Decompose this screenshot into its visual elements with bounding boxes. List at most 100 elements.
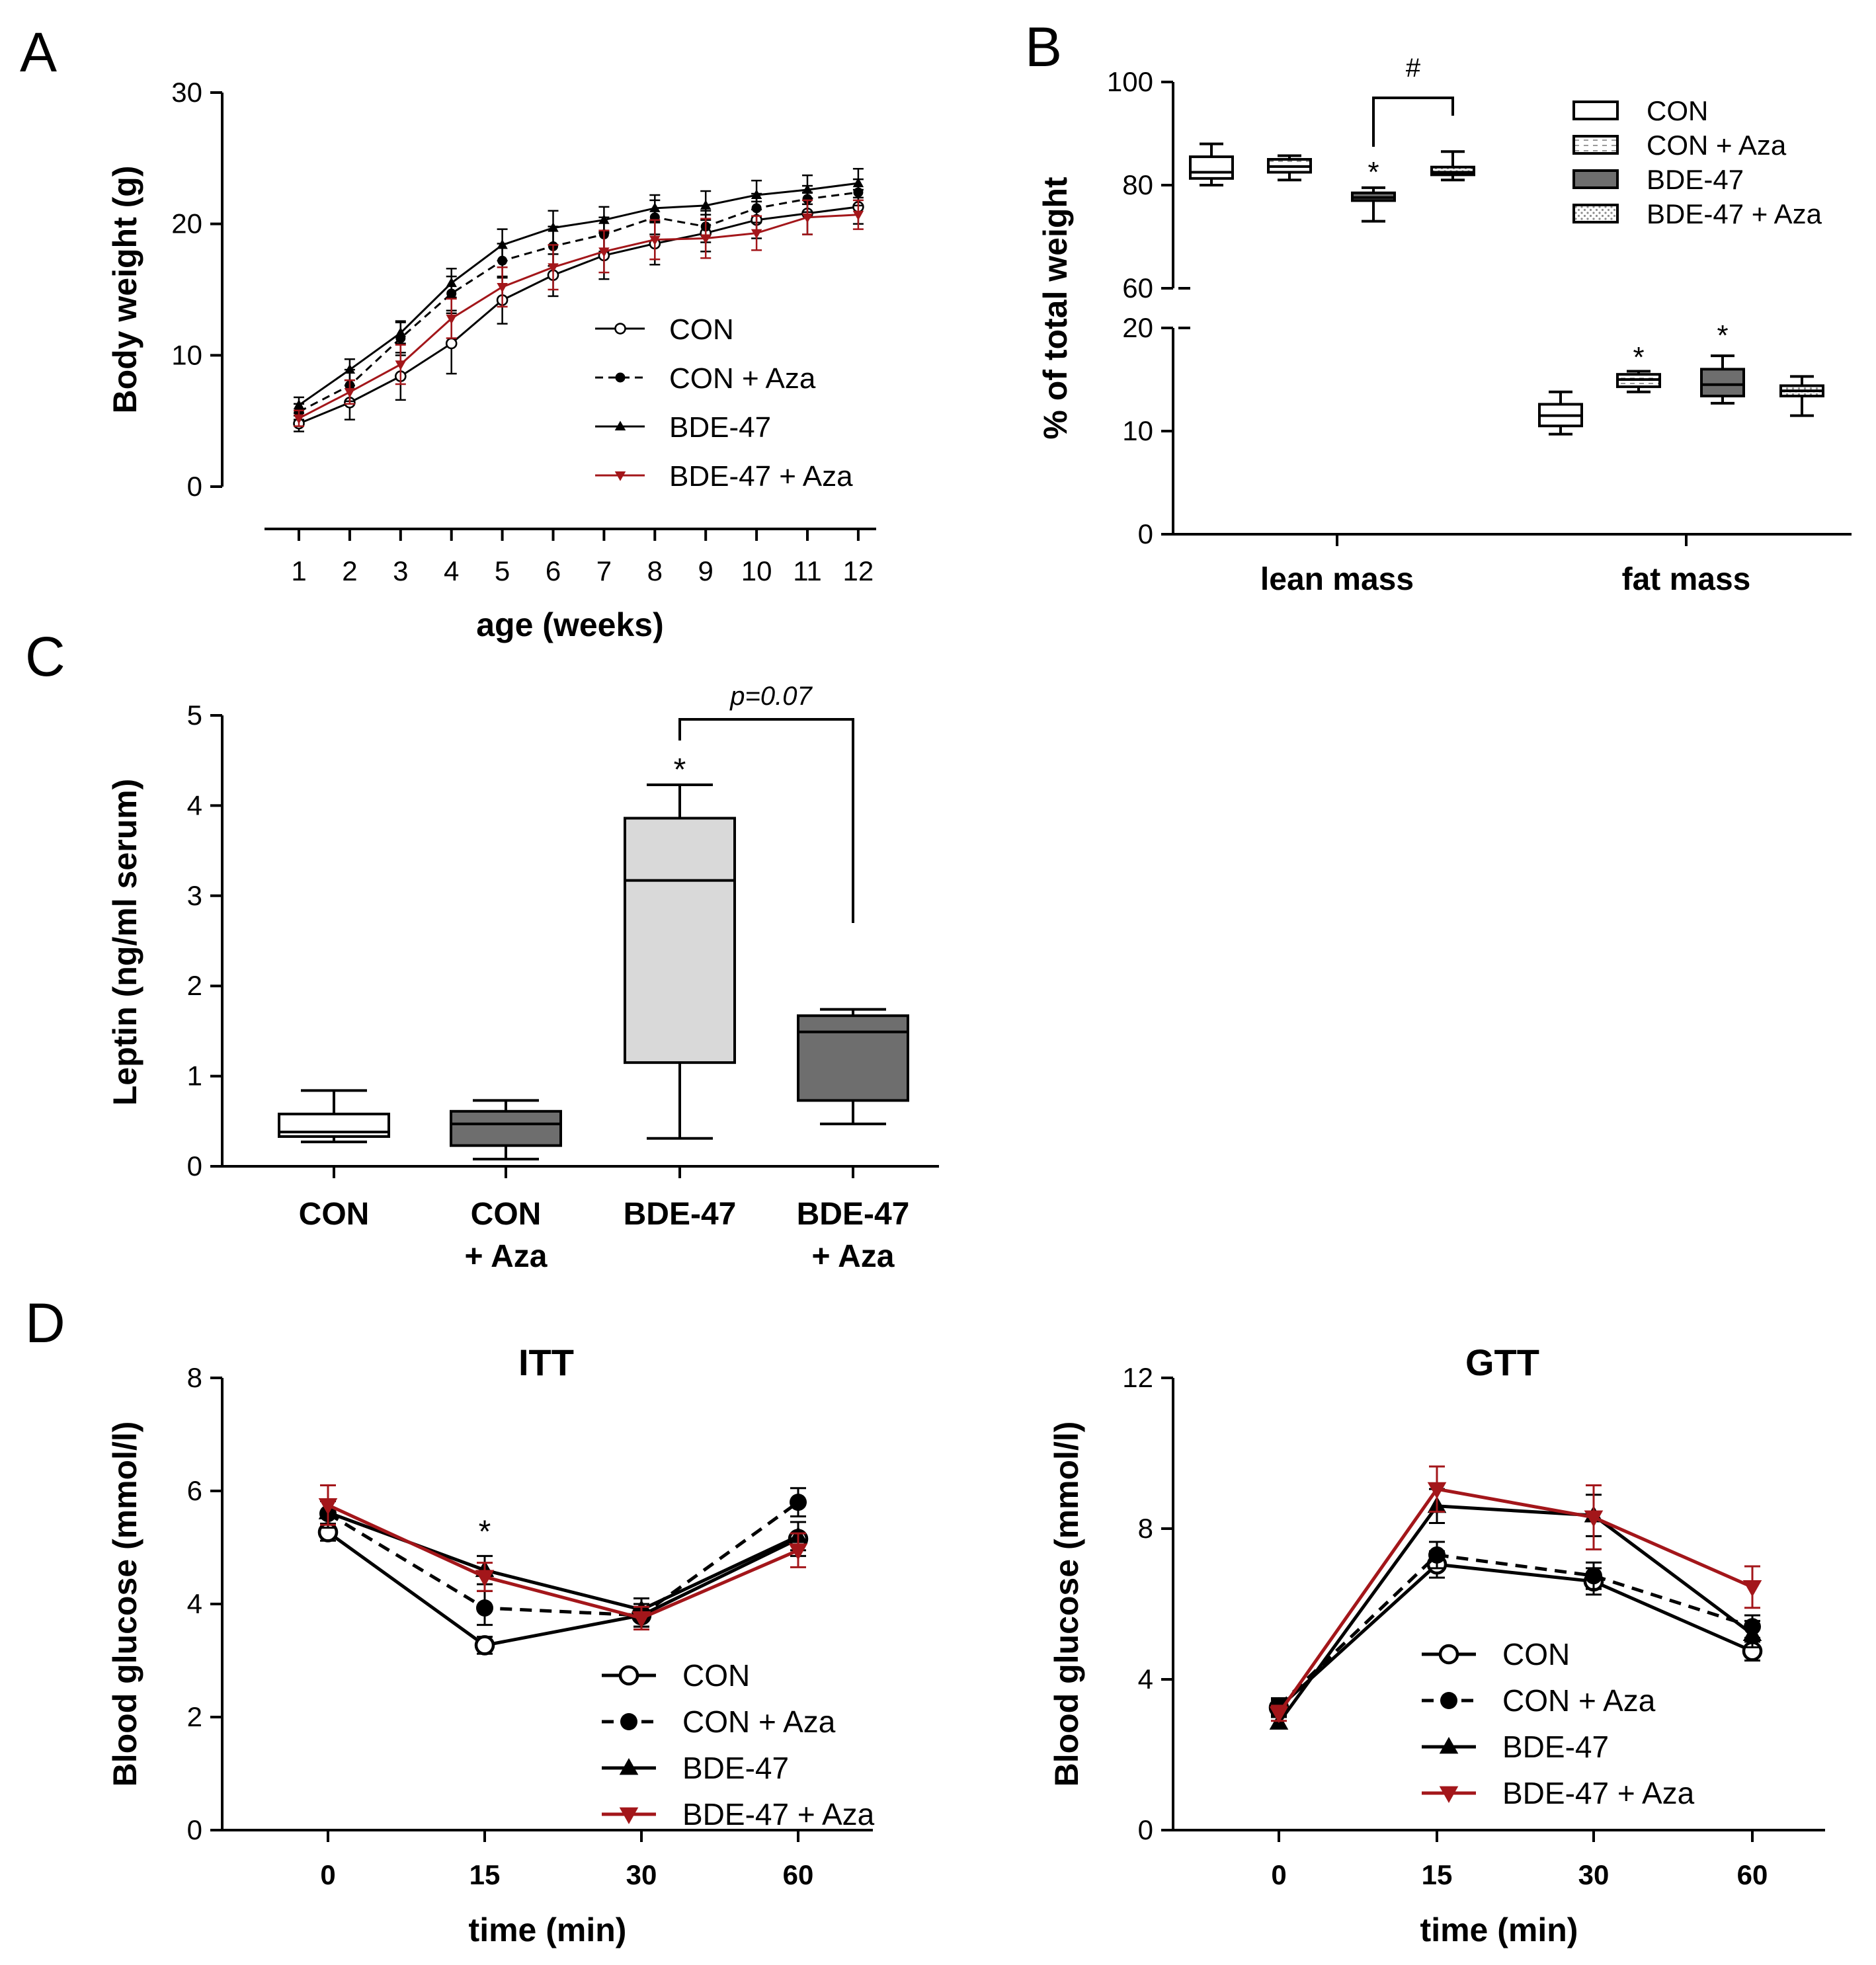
point-bde-47-aza bbox=[1427, 1482, 1447, 1500]
point-bde-47-aza bbox=[1584, 1510, 1604, 1527]
point-bde-47 bbox=[395, 327, 407, 337]
point-bde-47-aza bbox=[852, 210, 864, 221]
y-tick-label: 4 bbox=[187, 789, 202, 821]
significance-star: * bbox=[479, 1515, 491, 1550]
series-line-bde-47 bbox=[298, 182, 859, 407]
point-bde-47 bbox=[548, 222, 559, 232]
significance-bracket bbox=[1372, 97, 1454, 147]
point-bde-47-aza bbox=[446, 314, 457, 325]
point-bde-47 bbox=[598, 214, 610, 224]
legend-label-con: CON bbox=[682, 1658, 750, 1693]
y-tick-label: 80 bbox=[1122, 169, 1153, 200]
legend-label-bde-47-aza: BDE-47 + Aza bbox=[669, 460, 853, 493]
y-tick-label: 4 bbox=[187, 1588, 202, 1619]
point-bde-47-aza bbox=[632, 1611, 651, 1628]
panel-c-leptin-chart: 0 1 2 3 4 5 Leptin (ng/ml serum) CON CON + Aza BDE… bbox=[106, 682, 939, 1274]
legend-label-bde-47-aza: BDE-47 + Aza bbox=[1647, 198, 1822, 229]
x-tick-label: 5 bbox=[495, 555, 510, 586]
series-line-bde-47 bbox=[1277, 1504, 1754, 1724]
series-line-con bbox=[327, 1531, 799, 1648]
y-tick-label: 20 bbox=[171, 208, 202, 239]
y-tick-label: 3 bbox=[187, 880, 202, 911]
y-axis-title: Blood glucose (mmol/l) bbox=[106, 1422, 143, 1787]
legend-marker-con-aza bbox=[615, 372, 626, 383]
x-tick-label: 0 bbox=[320, 1859, 335, 1890]
x-tick-label: 8 bbox=[647, 555, 663, 586]
p-value-label: p=0.07 bbox=[729, 682, 813, 711]
x-axis-title: age (weeks) bbox=[476, 606, 663, 643]
y-tick-label: 2 bbox=[187, 970, 202, 1001]
x-tick-label: 2 bbox=[342, 555, 357, 586]
panel-b-body-composition-chart: 0 10 20 60 80 100 % of total weight lean mass fa… bbox=[1037, 54, 1852, 597]
x-tick-label: 3 bbox=[393, 555, 408, 586]
significance-star: * bbox=[1633, 341, 1644, 374]
y-tick-label: 8 bbox=[1138, 1513, 1153, 1544]
y-tick-label: 12 bbox=[1122, 1362, 1153, 1393]
significance-star: * bbox=[1367, 156, 1379, 188]
box-bde-47-aza bbox=[797, 1014, 909, 1102]
legend-label-con-aza: CON + Aza bbox=[1647, 130, 1787, 161]
point-bde-47-aza bbox=[318, 1498, 338, 1515]
x-tick-label: 60 bbox=[783, 1859, 814, 1890]
legend-label-con-aza: CON + Aza bbox=[682, 1704, 836, 1739]
point-bde-47-aza bbox=[649, 235, 661, 246]
series-line-bde-47-aza bbox=[298, 214, 858, 420]
legend-swatch-bde-47-aza bbox=[1572, 204, 1619, 223]
box-con-aza bbox=[450, 1109, 562, 1147]
y-axis-title: % of total weight bbox=[1037, 177, 1074, 440]
point-bde-47-aza bbox=[497, 283, 508, 293]
y-tick-label: 4 bbox=[1138, 1664, 1153, 1695]
point-con bbox=[474, 1635, 495, 1656]
point-bde-47-aza bbox=[293, 414, 305, 424]
series-line-bde-47-aza bbox=[327, 1504, 799, 1621]
legend-swatch-con bbox=[1572, 100, 1619, 120]
point-bde-47-aza bbox=[1742, 1580, 1762, 1597]
point-bde-47-aza bbox=[751, 229, 762, 239]
point-bde-47 bbox=[497, 239, 508, 249]
y-tick-label: 100 bbox=[1107, 66, 1153, 97]
panel-letter-a: A bbox=[20, 21, 57, 83]
point-bde-47 bbox=[293, 399, 305, 409]
significance-star: * bbox=[674, 752, 686, 787]
legend-label-con: CON bbox=[1502, 1637, 1570, 1671]
point-con-aza bbox=[476, 1599, 493, 1617]
x-tick-label: 30 bbox=[1578, 1859, 1610, 1890]
legend-label-bde-47: BDE-47 bbox=[669, 411, 771, 444]
y-tick-label: 0 bbox=[1138, 518, 1153, 549]
y-tick-label: 5 bbox=[187, 700, 202, 731]
x-tick-label: 4 bbox=[444, 555, 459, 586]
x-category-label-line1: CON bbox=[299, 1197, 370, 1232]
legend-marker-con-aza bbox=[620, 1713, 637, 1730]
y-axis-title: Leptin (ng/ml serum) bbox=[106, 779, 143, 1105]
box-bde-47 bbox=[624, 817, 736, 1064]
x-tick-label: 12 bbox=[843, 555, 874, 586]
significance-bracket bbox=[678, 718, 854, 923]
legend-swatch-bde-47 bbox=[1572, 169, 1619, 189]
panel-letter-d: D bbox=[25, 1292, 65, 1354]
y-tick-label: 0 bbox=[187, 471, 202, 502]
panel-d-gtt-chart: 0 4 8 12 0 15 30 60 time (min) Blood glucose (mmo… bbox=[1048, 1342, 1825, 1948]
point-bde-47-aza bbox=[475, 1570, 495, 1587]
legend-label-con-aza: CON + Aza bbox=[1502, 1683, 1656, 1718]
legend-marker-con bbox=[1438, 1644, 1459, 1665]
chart-title: GTT bbox=[1465, 1342, 1539, 1383]
x-category-label-line2: + Aza bbox=[812, 1239, 895, 1274]
x-tick-label: 30 bbox=[626, 1859, 657, 1890]
series-line-bde-47-aza bbox=[1277, 1487, 1754, 1714]
point-con-aza bbox=[790, 1494, 807, 1511]
x-category-label-line1: BDE-47 bbox=[797, 1197, 910, 1232]
legend-label-con-aza: CON + Aza bbox=[669, 362, 816, 395]
point-bde-47-aza bbox=[344, 387, 356, 398]
x-tick-label: 6 bbox=[546, 555, 561, 586]
series-line-con-aza bbox=[1278, 1553, 1753, 1707]
box-bde-47 bbox=[1700, 368, 1745, 397]
x-tick-label: 10 bbox=[741, 555, 772, 586]
legend-marker-con bbox=[614, 323, 626, 335]
x-tick-label: 0 bbox=[1271, 1859, 1286, 1890]
point-bde-47-aza bbox=[395, 360, 407, 370]
legend-marker-bde-47-aza bbox=[1439, 1786, 1459, 1803]
y-tick-label: 60 bbox=[1122, 272, 1153, 303]
point-bde-47-aza bbox=[1269, 1706, 1289, 1724]
panel-d-itt-chart: 0 2 4 6 8 0 15 30 60 time (min) Blood glucose (mmo… bbox=[106, 1342, 875, 1948]
series-line-bde-47 bbox=[327, 1511, 799, 1612]
